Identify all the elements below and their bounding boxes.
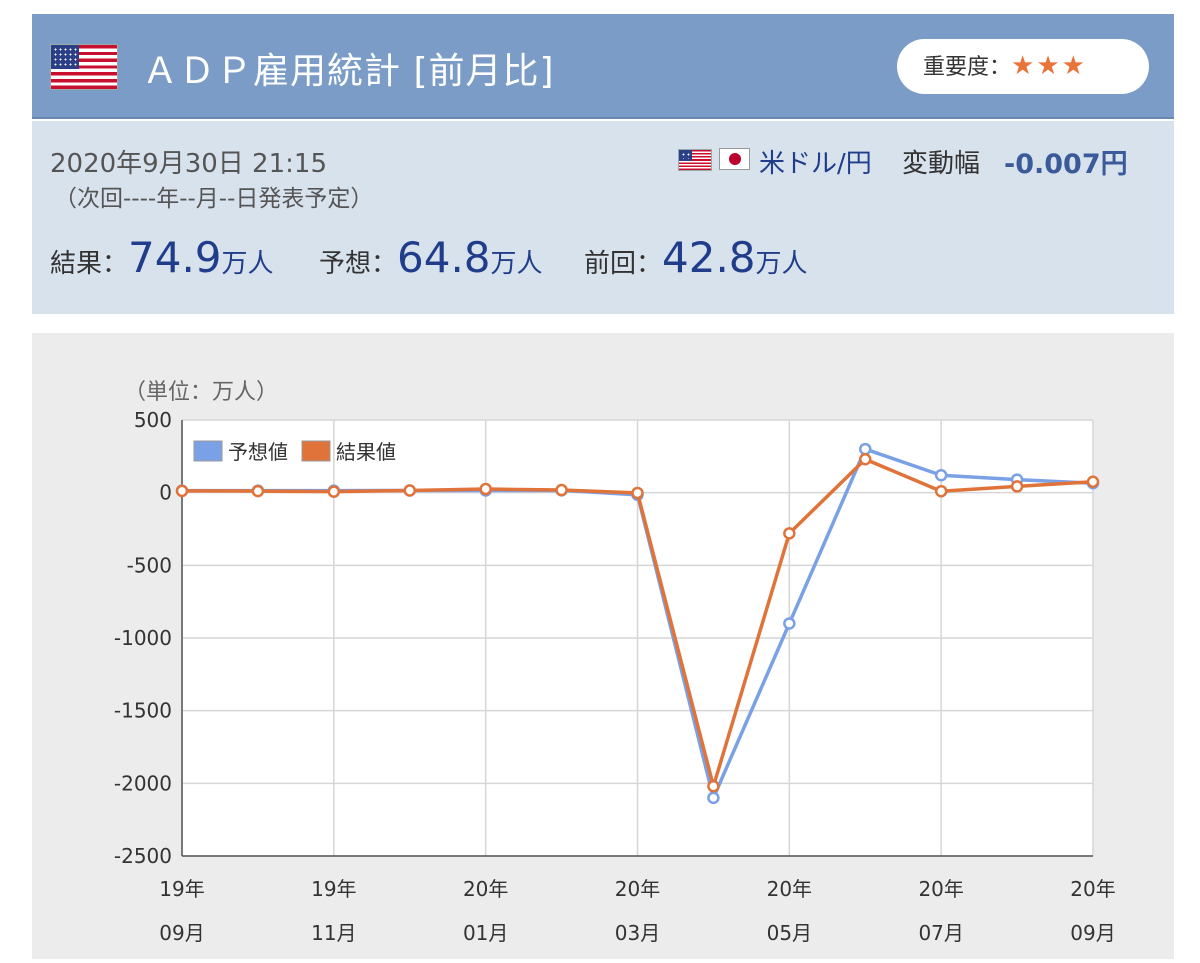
previous-stat: 前回：42.8万人: [584, 233, 808, 282]
x-tick-label-year: 20年: [615, 877, 660, 901]
forecast-value: 64.8: [397, 233, 491, 282]
result-unit: 万人: [221, 249, 274, 279]
x-tick-label-month: 07月: [918, 921, 963, 945]
forecast-label: 予想：: [319, 249, 398, 279]
data-point-1: [479, 482, 492, 496]
data-point-1: [783, 527, 796, 540]
us-flag-icon: [678, 149, 712, 171]
data-point-1: [1086, 475, 1100, 489]
us-flag-icon: [50, 44, 118, 90]
importance-label: 重要度：: [923, 55, 1012, 80]
volatility-value: -0.007円: [1004, 149, 1128, 180]
data-point-1: [1010, 480, 1024, 493]
line-chart: 500 0 -500 -1000 -1500 -2000 -2500 19年 09月 19年 11月…: [114, 380, 1116, 945]
x-tick-label-year: 19年: [159, 877, 204, 901]
legend-label-0: 予想値: [228, 440, 288, 464]
unit-label: （単位：万人）: [124, 380, 278, 405]
data-point-1: [555, 483, 568, 497]
y-tick-label: -1500: [114, 699, 172, 723]
y-tick-label: 0: [159, 481, 172, 505]
x-tick-label-month: 01月: [463, 921, 508, 945]
x-tick-label-year: 20年: [918, 877, 963, 901]
x-tick-label-year: 19年: [311, 877, 356, 901]
y-tick-label: -2000: [114, 771, 172, 795]
y-tick-label: -1000: [114, 626, 172, 650]
data-point-1: [327, 485, 341, 498]
importance-stars: ★★★: [1011, 51, 1087, 81]
data-point-1: [403, 484, 416, 497]
data-point-1: [631, 486, 644, 500]
chart-panel: 500 0 -500 -1000 -1500 -2000 -2500 19年 09月 19年 11月…: [32, 333, 1174, 959]
forecast-stat: 予想：64.8万人: [319, 233, 543, 282]
x-tick-label-month: 03月: [615, 921, 660, 945]
importance-badge: 重要度：★★★: [897, 39, 1149, 94]
currency-pair-link[interactable]: 米ドル/円: [759, 149, 872, 179]
y-tick-label: -500: [127, 553, 172, 577]
data-point-1: [859, 452, 872, 466]
x-tick-label-month: 09月: [159, 921, 204, 945]
legend-swatch-0: [193, 440, 223, 462]
data-point-1: [934, 484, 948, 498]
x-tick-label-year: 20年: [1070, 877, 1115, 901]
x-tick-label-month: 11月: [311, 921, 356, 945]
x-tick-label-month: 05月: [767, 921, 812, 945]
y-tick-label: -2500: [114, 844, 172, 868]
result-value: 74.9: [128, 233, 222, 282]
x-tick-label-year: 20年: [463, 877, 508, 901]
release-datetime: 2020年9月30日 21:15: [50, 149, 327, 179]
event-header: ＡＤＰ雇用統計 [前月比] 重要度：★★★: [32, 14, 1174, 119]
legend-swatch-1: [301, 440, 331, 462]
forecast-unit: 万人: [490, 249, 543, 279]
x-tick-label-year: 20年: [767, 877, 812, 901]
data-point-0: [783, 617, 796, 630]
result-label: 結果：: [50, 249, 129, 279]
next-release-note: （次回----年--月--日発表予定）: [54, 186, 374, 212]
y-tick-label: 500: [134, 408, 172, 432]
event-info-panel: 2020年9月30日 21:15 （次回----年--月--日発表予定） 米ドル…: [32, 121, 1174, 314]
legend-label-1: 結果値: [336, 440, 396, 464]
data-point-0: [707, 791, 720, 805]
volatility-label: 変動幅: [902, 149, 981, 179]
data-point-1: [251, 484, 265, 498]
previous-label: 前回：: [584, 249, 663, 279]
jp-flag-icon: [719, 148, 750, 170]
data-point-0: [934, 468, 948, 482]
data-point-1: [175, 484, 189, 498]
data-point-1: [707, 779, 720, 793]
previous-unit: 万人: [755, 249, 808, 279]
previous-value: 42.8: [662, 233, 756, 282]
data-point-0: [859, 442, 872, 456]
event-title: ＡＤＰ雇用統計 [前月比]: [142, 51, 555, 92]
result-stat: 結果：74.9万人: [50, 233, 274, 282]
x-tick-label-month: 09月: [1070, 921, 1115, 945]
